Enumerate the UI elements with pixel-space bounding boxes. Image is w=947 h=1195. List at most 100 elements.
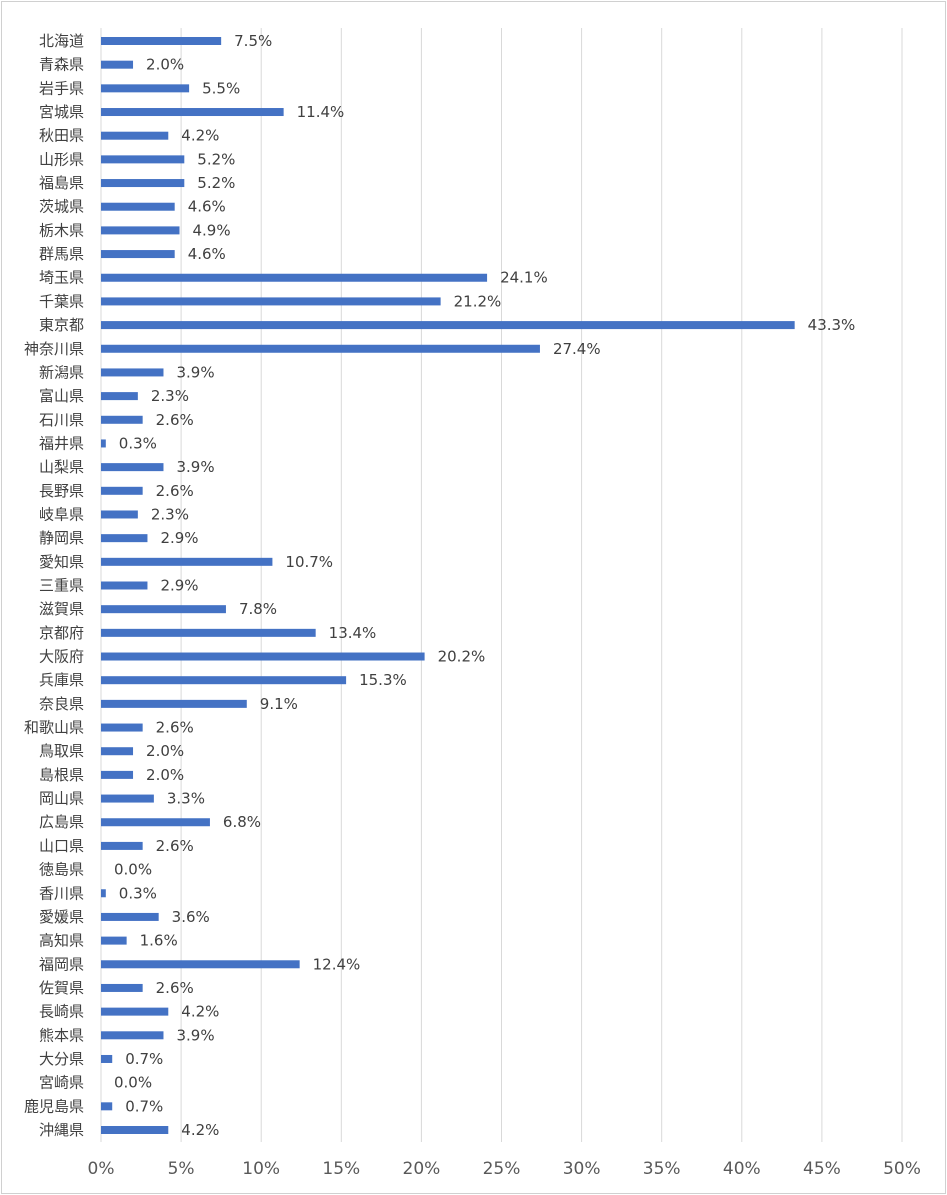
data-label: 27.4% [553, 340, 601, 358]
category-label: 栃木県 [39, 221, 84, 239]
data-label: 2.9% [160, 529, 198, 547]
data-label: 2.9% [160, 577, 198, 595]
bar [101, 226, 180, 235]
category-label: 北海道 [39, 32, 84, 50]
data-label: 5.5% [202, 79, 240, 97]
data-label: 10.7% [285, 553, 333, 571]
data-label: 0.0% [114, 861, 152, 879]
category-label: 長野県 [39, 482, 84, 500]
category-label: 宮城県 [39, 103, 84, 121]
data-label: 0.3% [119, 434, 157, 452]
data-label: 0.0% [114, 1074, 152, 1092]
bar [101, 344, 540, 353]
data-label: 2.0% [146, 766, 184, 784]
category-label: 長崎県 [39, 1003, 84, 1021]
data-label: 4.2% [181, 1003, 219, 1021]
category-label: 高知県 [39, 932, 84, 950]
x-tick-label: 15% [322, 1159, 360, 1179]
category-label: 富山県 [39, 387, 84, 405]
bar [101, 202, 175, 211]
category-label: 和歌山県 [24, 719, 84, 737]
bar [101, 960, 300, 969]
bar [101, 557, 273, 566]
bar [101, 747, 134, 756]
data-label: 9.1% [260, 695, 298, 713]
x-tick-label: 30% [563, 1159, 601, 1179]
bar [101, 723, 143, 732]
bar [101, 297, 441, 306]
data-label: 0.7% [125, 1097, 163, 1115]
x-tick-label: 45% [803, 1159, 841, 1179]
data-label: 5.2% [197, 174, 235, 192]
category-label: 茨城県 [39, 198, 84, 216]
bar [101, 415, 143, 424]
bar [101, 1007, 169, 1016]
x-tick-label: 50% [883, 1159, 921, 1179]
bar [101, 794, 154, 803]
category-label: 岐阜県 [39, 505, 84, 523]
category-label: 徳島県 [39, 861, 84, 879]
bar [101, 1126, 169, 1134]
data-label: 21.2% [454, 292, 502, 310]
x-tick-label: 5% [168, 1159, 195, 1179]
data-label: 3.9% [176, 458, 214, 476]
bar [101, 1102, 113, 1111]
bar [101, 368, 164, 377]
bar [101, 889, 106, 898]
x-tick-label: 10% [242, 1159, 280, 1179]
data-label: 2.3% [151, 505, 189, 523]
data-label: 2.0% [146, 742, 184, 760]
category-label: 鳥取県 [39, 742, 84, 760]
category-label: 秋田県 [39, 127, 84, 145]
data-label: 2.6% [156, 411, 194, 429]
bar [101, 108, 284, 117]
data-label: 3.3% [167, 790, 205, 808]
category-label: 滋賀県 [39, 600, 84, 618]
category-label: 福岡県 [39, 955, 84, 973]
bar [101, 628, 316, 637]
bar [101, 179, 185, 188]
category-label: 静岡県 [39, 529, 84, 547]
category-label: 福島県 [39, 174, 84, 192]
category-label: 沖縄県 [39, 1121, 84, 1139]
bar [101, 155, 185, 164]
category-label: 島根県 [39, 766, 84, 784]
bar [101, 581, 148, 590]
data-label: 4.6% [188, 198, 226, 216]
data-label: 5.2% [197, 150, 235, 168]
data-label: 0.3% [119, 884, 157, 902]
category-label: 三重県 [39, 577, 84, 595]
category-label: 大分県 [39, 1050, 84, 1068]
bar [101, 60, 134, 69]
category-label: 岡山県 [39, 790, 84, 808]
bar [101, 534, 148, 543]
category-label: 広島県 [39, 813, 84, 831]
data-label: 4.2% [181, 127, 219, 145]
category-label: 山口県 [39, 837, 84, 855]
bar [101, 1031, 164, 1040]
data-label: 2.6% [156, 837, 194, 855]
x-tick-label: 20% [403, 1159, 441, 1179]
bar [101, 37, 222, 45]
category-label: 岩手県 [39, 79, 84, 97]
data-label: 20.2% [438, 648, 486, 666]
bar [101, 983, 143, 992]
bar [101, 321, 795, 330]
category-label: 山梨県 [39, 458, 84, 476]
bar [101, 84, 190, 93]
data-label: 24.1% [500, 269, 548, 287]
category-label: 新潟県 [39, 363, 84, 381]
bar [101, 936, 127, 945]
category-label: 奈良県 [39, 695, 84, 713]
category-label: 佐賀県 [39, 979, 84, 997]
data-label: 43.3% [808, 316, 856, 334]
data-label: 0.7% [125, 1050, 163, 1068]
bar [101, 273, 488, 282]
data-label: 15.3% [359, 671, 407, 689]
category-label: 埼玉県 [39, 269, 84, 287]
category-label: 宮崎県 [39, 1074, 84, 1092]
bar [101, 1054, 113, 1063]
data-label: 11.4% [297, 103, 345, 121]
